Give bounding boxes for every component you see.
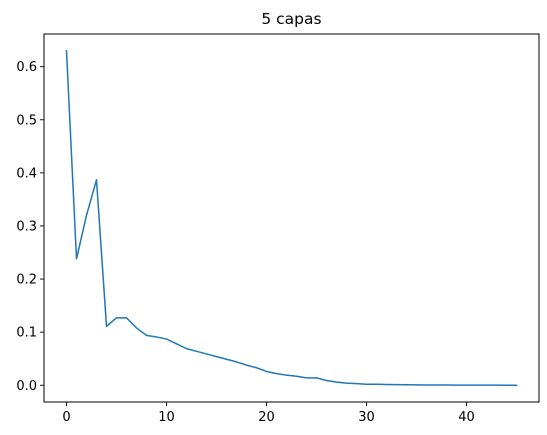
x-axis: 0 10 20 30 40 — [62, 402, 475, 425]
x-tick-label: 0 — [62, 410, 70, 425]
y-tick-label: 0.4 — [16, 166, 37, 181]
x-tick-label: 20 — [258, 410, 275, 425]
y-tick-label: 0.2 — [16, 273, 37, 288]
y-tick-label: 0.1 — [16, 326, 37, 341]
x-tick-label: 30 — [358, 410, 375, 425]
y-tick-label: 0.0 — [16, 379, 37, 394]
series-line-0 — [65, 49, 518, 386]
plot-background — [44, 34, 539, 402]
x-tick-label: 10 — [158, 410, 175, 425]
axes-frame — [43, 33, 540, 403]
series-layer — [65, 49, 518, 386]
y-axis: 0.0 0.1 0.2 0.3 0.4 0.5 0.6 — [16, 60, 44, 394]
y-tick-label: 0.6 — [16, 60, 37, 75]
chart-title: 5 capas — [261, 10, 321, 28]
plot-area — [44, 34, 539, 402]
y-tick-label: 0.3 — [16, 219, 37, 234]
y-tick-label: 0.5 — [16, 113, 37, 128]
x-tick-label: 40 — [458, 410, 475, 425]
